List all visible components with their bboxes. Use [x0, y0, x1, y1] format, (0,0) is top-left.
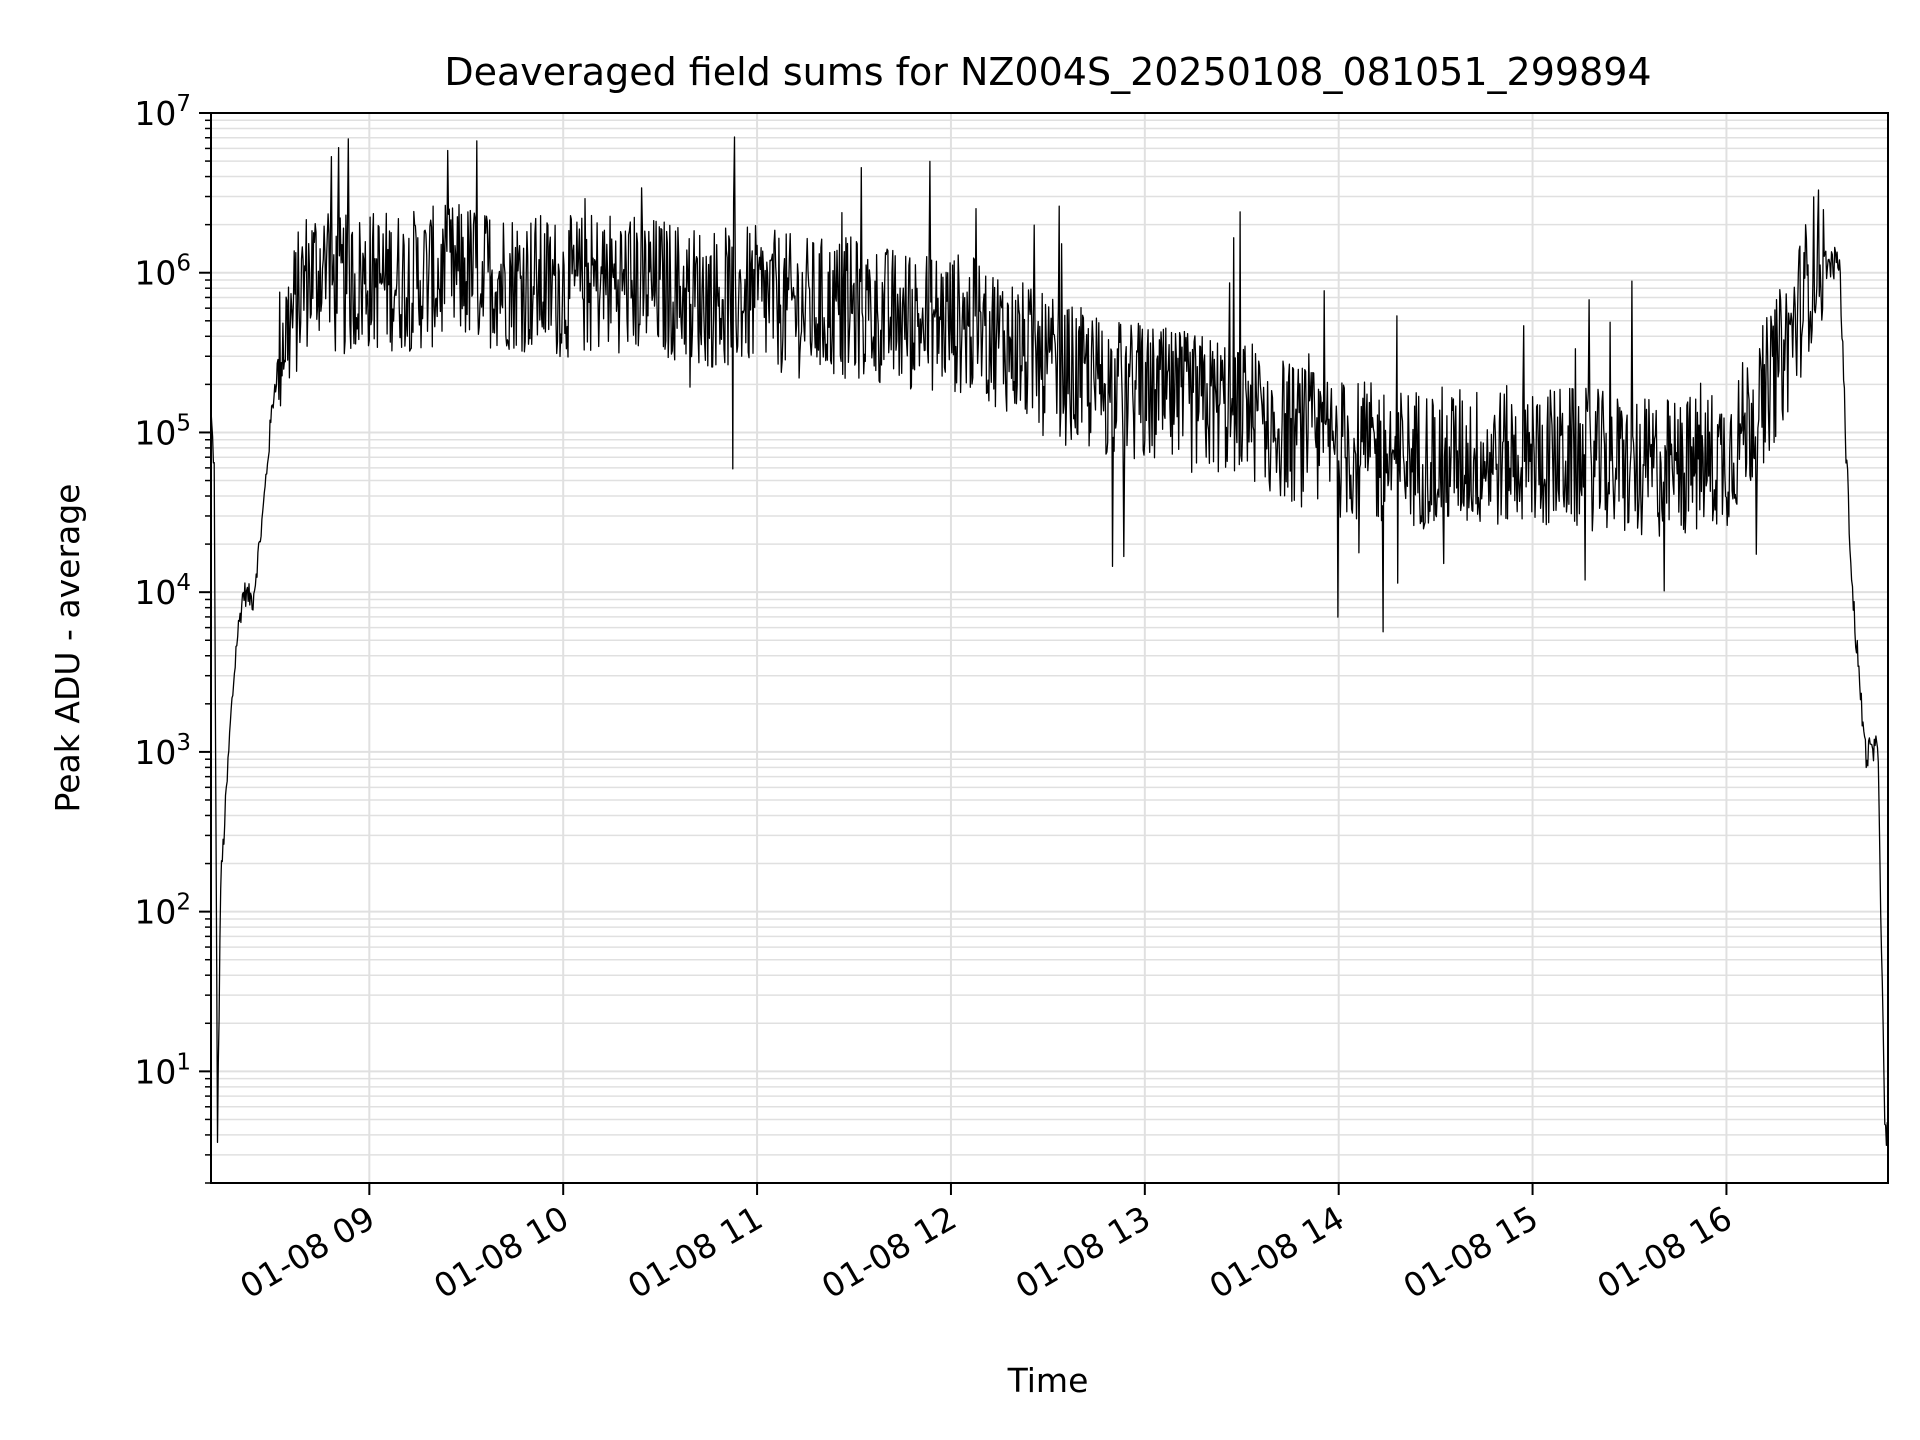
- y-axis-label: Peak ADU - average: [48, 484, 87, 813]
- plot-frame: [210, 112, 1889, 1184]
- y-tick-label: 103: [134, 730, 191, 772]
- x-tick-label: 01-08 16: [1590, 1198, 1738, 1306]
- x-tick-label: 01-08 15: [1397, 1198, 1545, 1306]
- chart-title: Deaveraged field sums for NZ004S_2025010…: [444, 50, 1651, 94]
- y-tick-label: 101: [134, 1049, 191, 1091]
- x-tick-label: 01-08 12: [815, 1198, 963, 1306]
- x-tick-label: 01-08 09: [233, 1198, 381, 1306]
- x-tick-label: 01-08 10: [427, 1198, 575, 1306]
- y-tick-label: 104: [134, 570, 191, 612]
- series-line: [210, 136, 1889, 1147]
- grid: [211, 112, 1888, 1184]
- x-tick-label: 01-08 11: [621, 1198, 769, 1306]
- y-tick-label: 102: [134, 890, 191, 932]
- y-tick-label: 106: [134, 251, 191, 293]
- y-tick-label: 107: [134, 91, 191, 133]
- x-axis-label: Time: [1007, 1361, 1089, 1400]
- x-tick-label: 01-08 13: [1009, 1198, 1157, 1306]
- y-tick-label: 105: [134, 410, 191, 452]
- x-tick-label: 01-08 14: [1203, 1198, 1351, 1306]
- plot-area: [210, 136, 1889, 1147]
